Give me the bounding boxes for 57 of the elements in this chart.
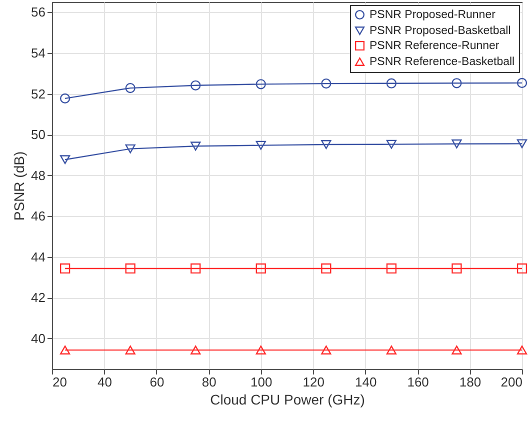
x-tick-label: 20 [52,374,67,390]
point [516,263,528,274]
point [60,263,70,274]
point [256,140,266,150]
point [125,144,136,154]
y-tick-label: 44 [31,249,46,264]
y-tick-label: 48 [31,168,46,183]
x-tick-label: 80 [202,374,216,390]
point [190,263,201,274]
y-tick-label: 40 [31,330,46,346]
legend-label: PSNR Proposed-Runner [370,8,496,21]
point [256,263,266,274]
point [190,346,201,355]
x-tick-label: 60 [150,374,164,390]
legend-label: PSNR Reference-Basketball [370,56,515,68]
point [386,140,397,149]
point [386,263,397,274]
point [516,346,528,355]
point [386,78,397,88]
y-tick-label: 52 [31,86,46,102]
point [60,346,70,355]
x-tick-label: 200 [500,374,522,390]
point [125,263,136,274]
point [452,78,462,88]
y-axis-title: PSNR (dB) [11,151,28,221]
x-tick-label: 40 [97,374,112,390]
y-tick-label: 54 [31,45,46,60]
point [321,78,332,89]
point [452,346,462,355]
point [321,140,332,149]
point [190,142,201,151]
y-tick-label: 56 [31,4,46,20]
point [60,155,70,164]
x-tick-label: 140 [354,374,377,390]
legend-label: PSNR Proposed-Basketball [370,24,511,37]
point [452,139,462,148]
y-tick-label: 50 [31,127,46,142]
point [60,93,70,104]
x-tick-label: 180 [459,374,482,390]
y-tick-label: 42 [31,290,46,306]
point [516,139,528,148]
point [452,263,462,274]
legend-label: PSNR Reference-Runner [370,40,500,52]
x-tick-label: 100 [250,374,272,390]
x-axis-title: Cloud CPU Power (GHz) [210,392,365,408]
point [125,82,136,94]
point [516,78,528,88]
point [190,80,201,90]
point [125,346,136,355]
y-tick-label: 46 [31,208,46,224]
x-tick-label: 160 [407,374,429,390]
point [256,346,266,355]
point [256,79,266,90]
point [321,263,332,274]
point [321,346,332,355]
point [386,346,397,355]
x-tick-label: 120 [302,374,324,390]
